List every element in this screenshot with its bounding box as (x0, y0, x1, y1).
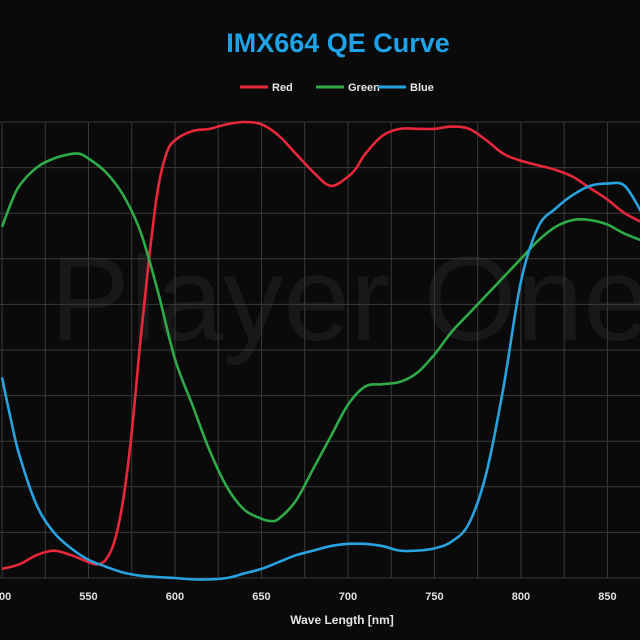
series-line-blue (0, 181, 640, 581)
series-line-green (0, 152, 640, 523)
legend: Red Green Blue (240, 82, 434, 94)
watermark: Player One (50, 232, 640, 366)
x-tick-label: 750 (425, 591, 443, 603)
x-tick-label: 700 (339, 591, 357, 603)
x-tick-labels: 500 550 600 650 700 750 800 850 (0, 591, 617, 603)
x-tick-label: 600 (166, 591, 184, 603)
x-axis-label: Wave Length [nm] (290, 613, 394, 627)
grid-lines (0, 121, 640, 579)
legend-label-blue: Blue (410, 82, 434, 94)
x-tick-label: 650 (252, 591, 270, 603)
x-tick-label: 800 (512, 591, 530, 603)
legend-label-green: Green (348, 82, 380, 94)
x-tick-label: 550 (79, 591, 97, 603)
legend-label-red: Red (272, 82, 293, 94)
x-tick-label: 500 (0, 591, 11, 603)
x-tick-label: 850 (598, 591, 616, 603)
series-line-red (1, 120, 640, 571)
chart-title: IMX664 QE Curve (226, 28, 450, 58)
series-layer (0, 120, 640, 581)
